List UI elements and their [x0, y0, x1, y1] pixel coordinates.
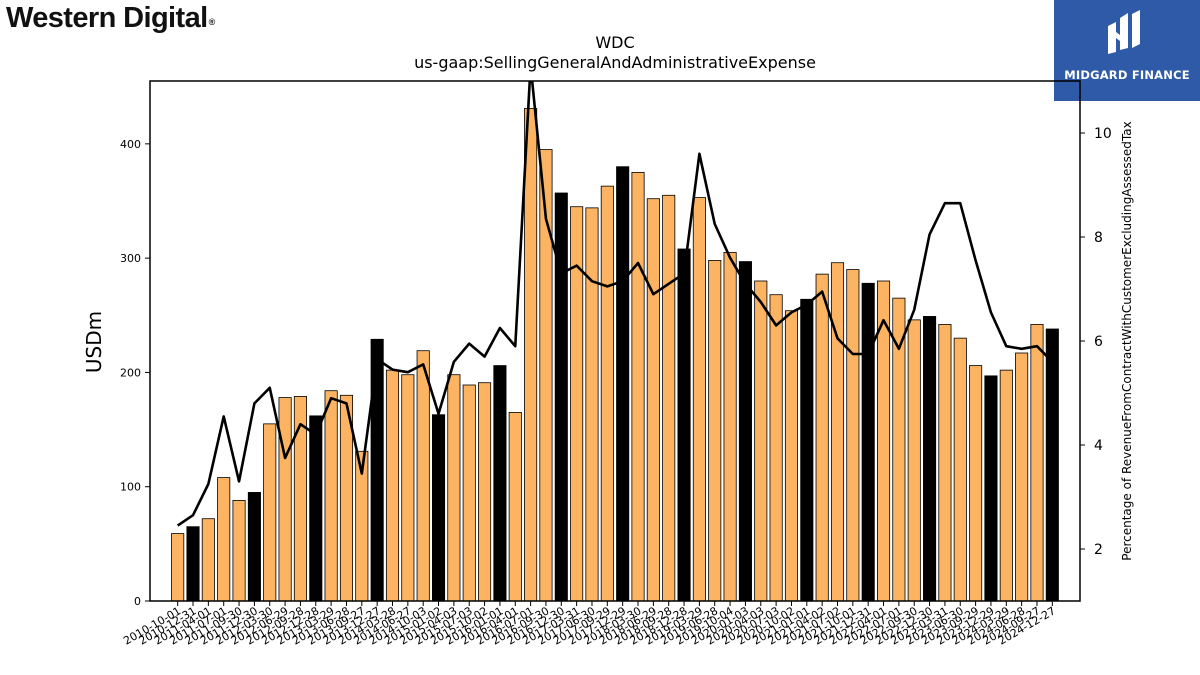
midgard-m-logo-icon	[1108, 10, 1140, 54]
bar-2017-09-29	[600, 185, 614, 602]
y-tick-label: 100	[120, 481, 141, 494]
bar-2015-04-03	[447, 374, 461, 602]
y2-tick-label: 4	[1094, 438, 1103, 454]
bar-2021-12-31	[861, 282, 875, 602]
publisher-badge: MIDGARD FINANCE	[1054, 0, 1200, 101]
bar-2018-09-28	[662, 194, 676, 602]
bar-2023-09-29	[969, 365, 983, 602]
line-series	[176, 81, 1054, 527]
bar-2015-10-02	[478, 382, 492, 602]
bar-2020-04-03	[754, 280, 768, 602]
chart-subtitle: us-gaap:SellingGeneralAndAdministrativeE…	[414, 53, 816, 72]
y2-tick-label: 6	[1094, 334, 1103, 350]
bar-2019-03-29	[692, 197, 706, 602]
bar-2011-07-01	[217, 477, 231, 602]
bar-2023-06-30	[953, 337, 967, 602]
bar-2020-10-02	[784, 310, 799, 602]
bar-2014-06-27	[401, 374, 415, 602]
bar-2023-03-31	[938, 324, 952, 602]
bar-2019-06-28	[708, 260, 722, 602]
bar-2015-07-03	[462, 384, 476, 602]
y2-tick-label: 2	[1094, 542, 1103, 558]
bar-2018-12-28	[677, 248, 691, 602]
bar-2012-06-29	[278, 397, 292, 602]
bar-2012-03-30	[263, 423, 277, 602]
bar-2017-12-29	[616, 166, 630, 602]
registered-mark: ®	[208, 17, 216, 27]
bar-2022-12-30	[923, 316, 937, 602]
bar-2021-10-01	[846, 269, 860, 602]
bar-2011-12-30	[247, 492, 261, 602]
bar-2017-06-30	[585, 207, 599, 602]
bar-2014-03-28	[385, 369, 400, 602]
bar-2024-03-29	[999, 369, 1013, 602]
bar-2024-12-27	[1045, 328, 1059, 602]
bar-2018-06-29	[646, 198, 660, 602]
bar-2023-12-29	[984, 375, 998, 602]
bar-2019-10-04	[723, 252, 737, 602]
y2-axis-label: Percentage of RevenueFromContractWithCus…	[1120, 121, 1134, 560]
y-tick-label: 300	[120, 252, 141, 265]
bar-2021-01-01	[800, 298, 814, 602]
bar-2016-04-01	[508, 412, 522, 602]
publisher-name: MIDGARD FINANCE	[1064, 68, 1190, 82]
bar-2024-06-28	[1015, 352, 1029, 602]
bar-2021-07-02	[830, 262, 845, 602]
y-axis-label: USDm	[82, 311, 106, 373]
bar-2011-09-30	[232, 500, 246, 602]
bar-2012-12-28	[309, 415, 323, 602]
bar-2022-09-30	[907, 319, 921, 602]
bar-2014-10-03	[416, 350, 430, 602]
bar-2021-04-02	[815, 273, 829, 602]
y2-tick-label: 8	[1094, 230, 1103, 246]
bar-2024-09-27	[1030, 324, 1044, 602]
bar-2015-01-02	[431, 414, 446, 602]
company-logo: Western Digital®	[6, 2, 215, 35]
bar-2020-07-03	[769, 294, 783, 602]
y-tick-label: 400	[120, 138, 141, 151]
company-logo-text: Western Digital	[6, 2, 208, 34]
bar-2016-01-01	[493, 365, 507, 602]
bar-2020-01-03	[738, 261, 752, 602]
bar-2018-03-30	[631, 172, 645, 602]
bar-2010-10-01	[171, 533, 185, 602]
y2-tick-label: 10	[1094, 126, 1112, 142]
chart-title: WDC	[595, 33, 634, 52]
bar-2016-07-01	[524, 108, 538, 602]
bar-2022-07-01	[892, 297, 906, 602]
bar-2013-12-27	[370, 338, 384, 602]
bar-2011-04-01	[201, 518, 215, 602]
bar-2010-12-31	[186, 526, 200, 602]
y-tick-label: 0	[134, 595, 141, 608]
y-tick-label: 200	[120, 366, 141, 379]
bar-2013-03-29	[324, 390, 338, 602]
